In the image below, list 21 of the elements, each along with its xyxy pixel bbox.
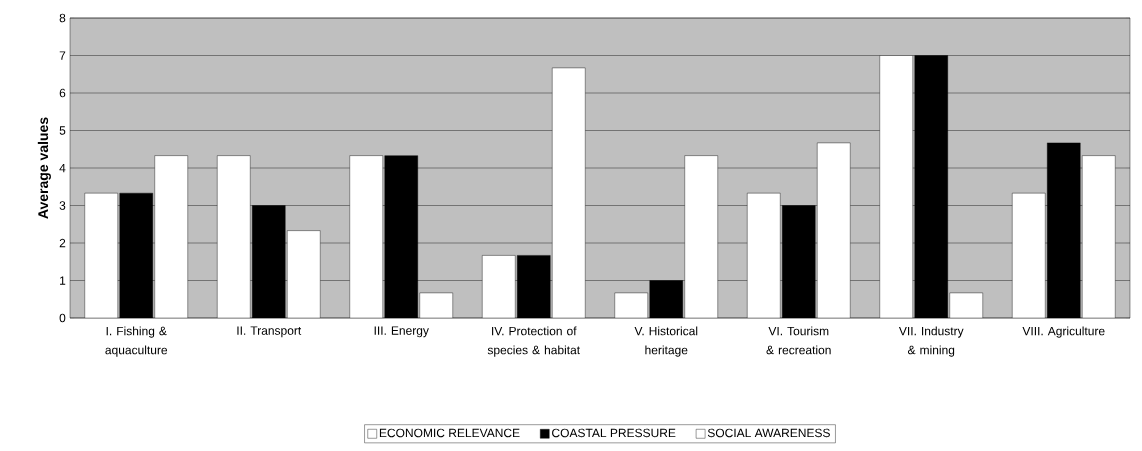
legend-label: SOCIAL AWARENESS [707,428,830,438]
y-tick-label: 5 [59,126,66,135]
y-tick-label: 4 [59,163,66,173]
x-tick-label: II. Transport [237,326,302,338]
x-tick-label: VIII. Agriculture [1022,326,1105,338]
y-tick-label: 8 [59,13,66,23]
legend-label: ECONOMIC RELEVANCE [379,428,520,438]
legend-label: COASTAL PRESSURE [552,428,676,438]
y-tick-label: 1 [60,276,66,285]
y-tick-label: 2 [59,238,66,248]
x-tick-label: V. Historical heritage [634,326,698,357]
y-tick-label: 0 [59,313,66,323]
y-tick-label: 6 [59,88,66,98]
x-tick-label: VII. Industry & mining [898,326,964,357]
y-tick-label: 7 [59,51,66,60]
x-tick-label: VI. Tourism & recreation [766,326,831,355]
x-tick-label: III. Energy [374,326,429,338]
x-tick-label: IV. Protection of species & habitat [487,326,581,357]
y-axis-title: Average values [37,117,51,219]
x-tick-label: I. Fishing & aquaculture [105,326,168,357]
y-tick-label: 3 [59,201,66,210]
